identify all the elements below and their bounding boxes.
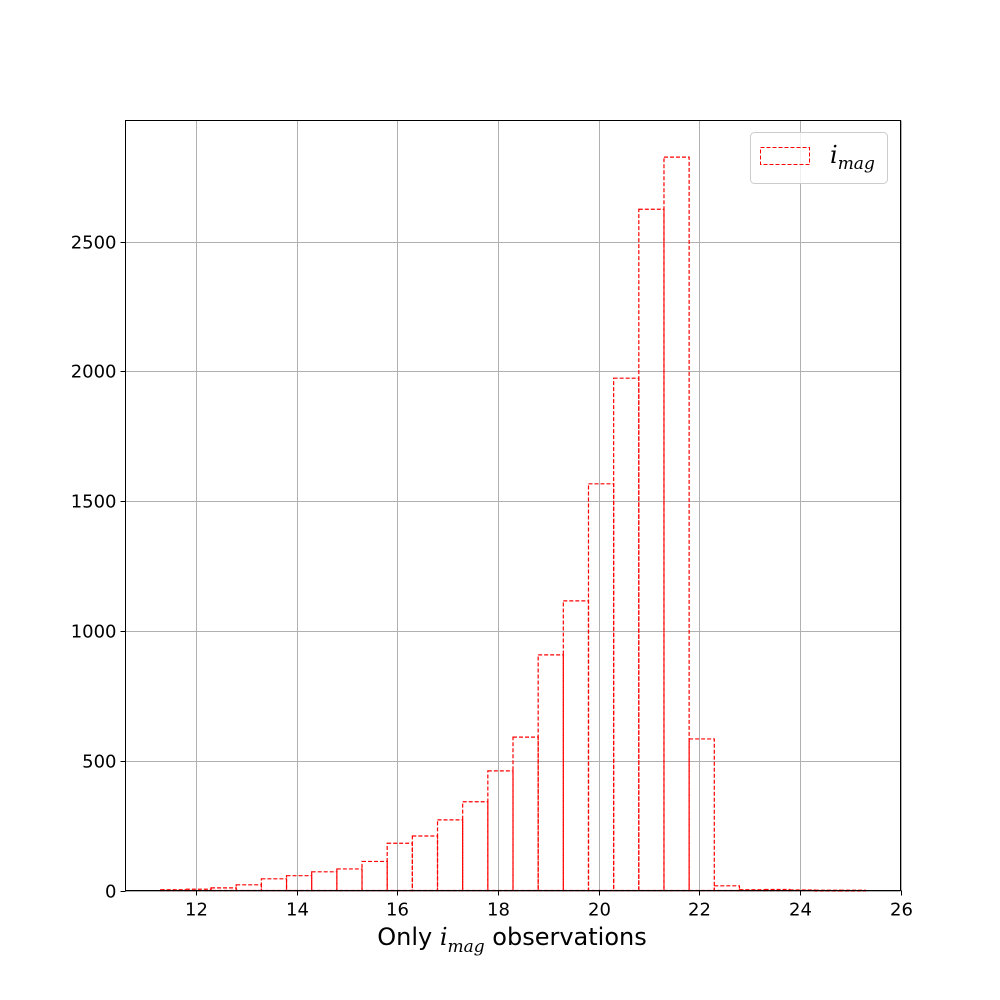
y-tick-label: 1500 bbox=[71, 492, 117, 513]
histogram-bar bbox=[336, 868, 363, 892]
y-tick-label: 2000 bbox=[71, 362, 117, 383]
x-axis-label: Only imag observations bbox=[377, 923, 647, 957]
y-tick-label: 1000 bbox=[71, 622, 117, 643]
legend-box bbox=[750, 132, 888, 184]
x-tick-label: 14 bbox=[286, 900, 309, 921]
histogram-bar bbox=[613, 377, 640, 892]
legend: imag bbox=[750, 132, 888, 184]
y-tick-label: 0 bbox=[105, 882, 116, 903]
x-tick-label: 12 bbox=[185, 900, 208, 921]
x-tick-label: 26 bbox=[890, 900, 913, 921]
x-tick-label: 22 bbox=[688, 900, 711, 921]
y-tick-label: 2500 bbox=[71, 233, 117, 254]
axis-ticks: 12 14 16 18 20 22 24 26 0 500 1000 1500 2000 2500 bbox=[71, 233, 913, 921]
x-tick-label: 18 bbox=[487, 900, 510, 921]
legend-swatch bbox=[760, 147, 810, 165]
plot-frame bbox=[125, 120, 901, 891]
x-tick-label: 24 bbox=[789, 900, 812, 921]
histogram-bar bbox=[638, 208, 665, 892]
y-tick-label: 500 bbox=[82, 752, 116, 773]
legend-label: imag bbox=[830, 141, 875, 174]
x-tick-label: 16 bbox=[386, 900, 409, 921]
histogram-bar bbox=[512, 736, 539, 892]
x-tick-label: 20 bbox=[588, 900, 611, 921]
histogram-bar bbox=[285, 875, 313, 892]
